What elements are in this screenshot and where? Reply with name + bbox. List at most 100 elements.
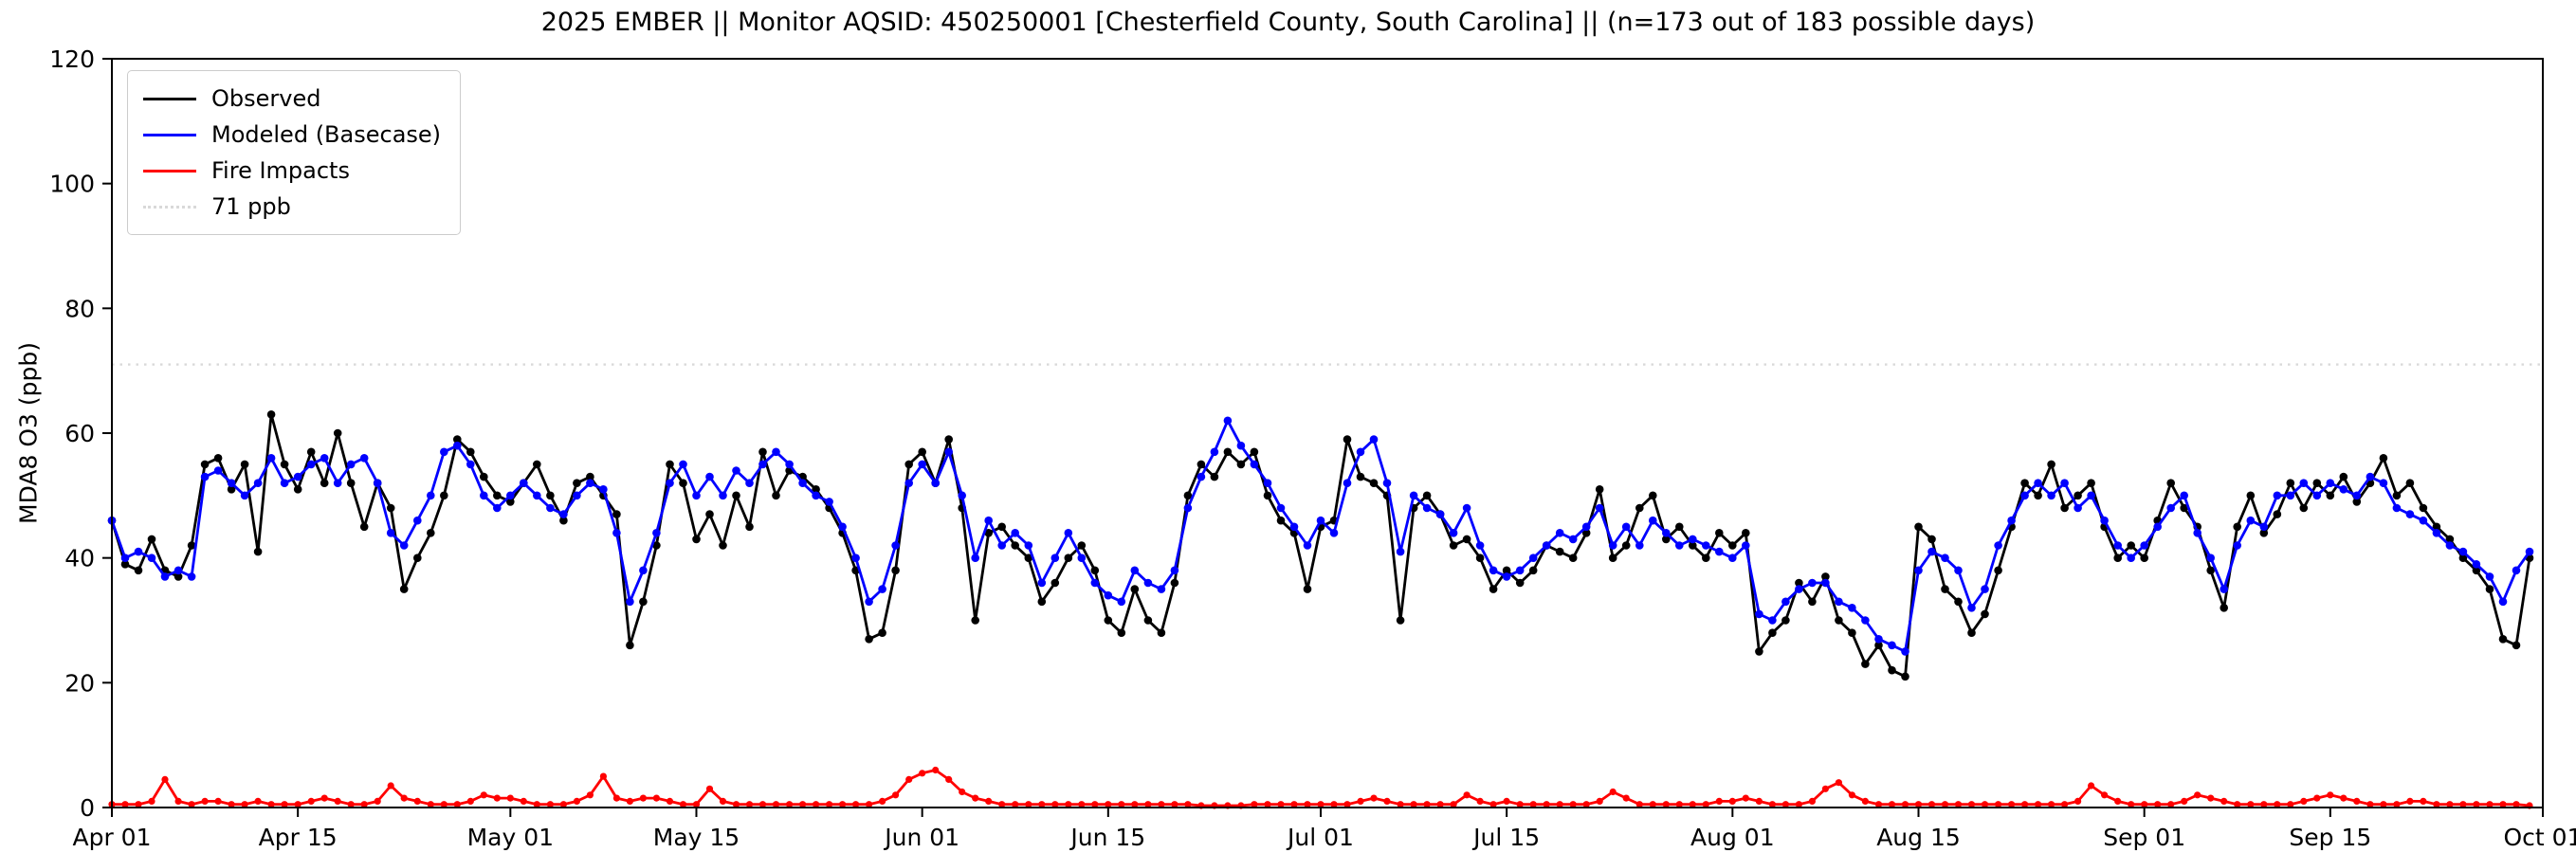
data-point-fire-impacts <box>666 797 674 806</box>
data-point-observed <box>639 597 648 607</box>
data-point-fire-impacts <box>2313 794 2321 802</box>
data-point-observed <box>2220 604 2228 612</box>
data-point-observed <box>812 485 820 494</box>
data-point-modeled-basecase- <box>1303 541 1312 550</box>
data-point-modeled-basecase- <box>1170 566 1179 575</box>
data-point-fire-impacts <box>320 794 328 802</box>
data-point-observed <box>1489 585 1498 593</box>
data-point-observed <box>1210 472 1219 481</box>
data-point-observed <box>865 635 873 644</box>
data-point-modeled-basecase- <box>134 547 143 556</box>
data-point-observed <box>2034 491 2042 500</box>
data-point-observed <box>1728 541 1737 550</box>
data-point-observed <box>705 510 714 518</box>
data-point-modeled-basecase- <box>1715 547 1724 556</box>
data-point-modeled-basecase- <box>1143 578 1153 588</box>
axes-frame <box>111 58 2544 808</box>
data-point-modeled-basecase- <box>2113 541 2122 550</box>
data-point-fire-impacts <box>1370 794 1378 802</box>
data-point-modeled-basecase- <box>1927 547 1936 556</box>
data-point-modeled-basecase- <box>2352 491 2362 500</box>
data-point-fire-impacts <box>732 801 740 808</box>
data-point-fire-impacts <box>1914 801 1923 808</box>
data-point-modeled-basecase- <box>1835 597 1843 607</box>
data-point-modeled-basecase- <box>427 491 435 500</box>
data-point-modeled-basecase- <box>1104 590 1113 600</box>
data-point-fire-impacts <box>1343 801 1351 808</box>
data-point-observed <box>1914 522 1923 532</box>
data-point-observed <box>679 479 687 487</box>
data-point-observed <box>200 460 210 469</box>
data-point-fire-impacts <box>1768 801 1776 808</box>
data-point-modeled-basecase- <box>359 454 369 463</box>
data-point-modeled-basecase- <box>2100 516 2109 525</box>
data-point-fire-impacts <box>639 794 648 802</box>
data-point-fire-impacts <box>799 801 807 808</box>
data-point-observed <box>652 541 661 550</box>
data-point-observed <box>732 491 740 500</box>
data-point-observed <box>1528 566 1538 575</box>
data-point-fire-impacts <box>1357 797 1364 806</box>
data-point-modeled-basecase- <box>666 479 674 487</box>
data-point-observed <box>1024 554 1033 562</box>
data-point-observed <box>493 491 502 500</box>
data-point-modeled-basecase- <box>997 541 1006 550</box>
data-point-observed <box>2273 510 2282 518</box>
y-tick-label: 100 <box>49 171 95 198</box>
data-point-modeled-basecase- <box>1542 541 1551 550</box>
data-point-modeled-basecase- <box>1077 554 1087 562</box>
data-point-observed <box>1396 616 1405 625</box>
data-point-observed <box>1064 554 1073 562</box>
data-point-fire-impacts <box>480 791 487 799</box>
data-point-modeled-basecase- <box>1183 503 1193 513</box>
data-point-observed <box>533 460 541 469</box>
data-point-modeled-basecase- <box>320 454 329 463</box>
data-point-observed <box>1037 597 1047 607</box>
data-point-fire-impacts <box>1383 797 1391 806</box>
data-point-observed <box>573 479 581 487</box>
data-point-observed <box>745 522 754 532</box>
data-point-fire-impacts <box>2260 801 2268 808</box>
data-point-fire-impacts <box>1410 801 1417 808</box>
data-point-modeled-basecase- <box>253 479 263 487</box>
data-point-fire-impacts <box>1861 797 1869 806</box>
data-point-observed <box>2127 541 2135 550</box>
data-point-modeled-basecase- <box>1197 472 1206 481</box>
data-point-observed <box>359 522 369 532</box>
data-point-observed <box>2512 641 2521 650</box>
data-point-modeled-basecase- <box>612 529 621 537</box>
data-point-fire-impacts <box>1144 801 1152 808</box>
data-point-modeled-basecase- <box>1064 529 1073 537</box>
data-point-fire-impacts <box>121 801 129 808</box>
data-point-fire-impacts <box>466 797 474 806</box>
data-point-fire-impacts <box>334 797 341 806</box>
data-point-fire-impacts <box>2021 801 2029 808</box>
data-point-observed <box>1595 485 1604 494</box>
data-point-fire-impacts <box>1489 801 1497 808</box>
x-tick-label: Apr 15 <box>259 824 338 851</box>
data-point-modeled-basecase- <box>533 491 541 500</box>
y-tick-label: 120 <box>49 45 95 73</box>
data-point-modeled-basecase- <box>1223 416 1233 426</box>
data-point-modeled-basecase- <box>1037 578 1047 588</box>
data-point-modeled-basecase- <box>200 472 210 481</box>
data-point-modeled-basecase- <box>386 529 395 537</box>
data-point-modeled-basecase- <box>1821 578 1830 588</box>
y-tick-label: 0 <box>80 794 95 822</box>
data-point-modeled-basecase- <box>1422 503 1432 513</box>
data-point-fire-impacts <box>692 801 701 808</box>
data-point-fire-impacts <box>2154 801 2162 808</box>
data-point-observed <box>2060 503 2069 513</box>
data-point-fire-impacts <box>932 766 940 774</box>
data-point-fire-impacts <box>1622 794 1630 802</box>
data-point-observed <box>466 447 475 457</box>
data-point-fire-impacts <box>2234 801 2241 808</box>
data-point-fire-impacts <box>161 775 169 784</box>
data-point-fire-impacts <box>573 797 581 806</box>
data-point-fire-impacts <box>679 801 687 808</box>
data-point-fire-impacts <box>559 801 568 808</box>
data-point-fire-impacts <box>1131 801 1139 808</box>
data-point-fire-impacts <box>1728 797 1736 806</box>
data-point-observed <box>904 460 913 469</box>
legend-item-modeled: Modeled (Basecase) <box>143 117 441 153</box>
